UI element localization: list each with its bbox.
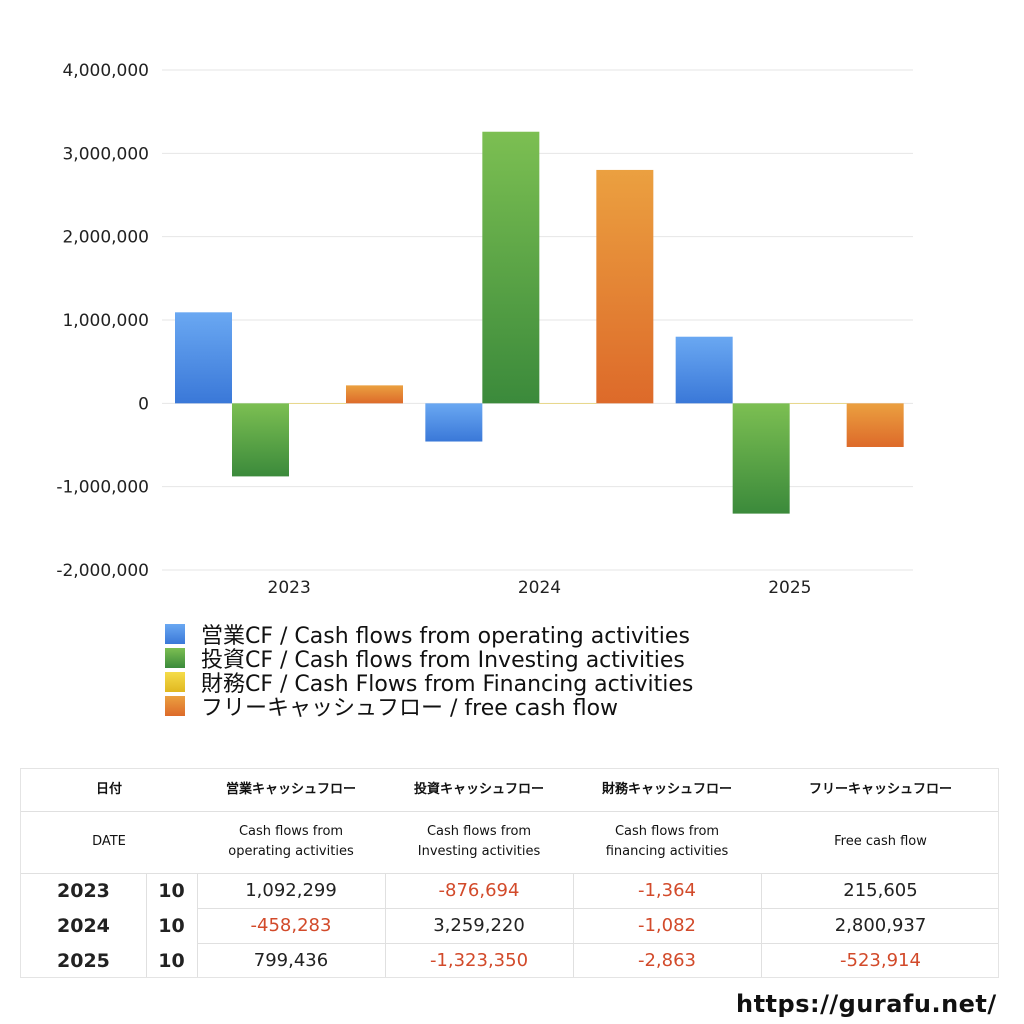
x-category-label: 2025 bbox=[768, 578, 811, 598]
table-divider bbox=[385, 873, 386, 977]
bar-series-1-2023 bbox=[232, 403, 289, 477]
header-investing-jp: 投資キャッシュフロー bbox=[413, 782, 544, 797]
table-cell-value: 2,800,937 bbox=[834, 915, 927, 936]
legend-label-free-cash-flow: フリーキャッシュフロー / free cash flow bbox=[201, 696, 619, 721]
legend-item-operating: 営業CF / Cash flows from operating activit… bbox=[165, 622, 693, 649]
table-cell-year: 2023 bbox=[57, 879, 110, 902]
y-tick-label: 3,000,000 bbox=[62, 144, 149, 164]
bar-series-0-2023 bbox=[175, 312, 232, 404]
bar-series-3-2023 bbox=[346, 385, 403, 404]
bar-series-1-2024 bbox=[482, 131, 540, 404]
table-divider bbox=[146, 873, 147, 977]
y-tick-label: 2,000,000 bbox=[62, 228, 149, 248]
table-cell-value: -523,914 bbox=[840, 950, 921, 971]
header-free-cash-flow-en: Free cash flow bbox=[834, 834, 927, 849]
legend-swatch-financing bbox=[165, 672, 185, 692]
table-divider bbox=[197, 873, 198, 977]
bar-series-2-2023 bbox=[289, 403, 346, 404]
legend-label-investing: 投資CF / Cash flows from Investing activit… bbox=[201, 648, 685, 673]
bar-series-0-2025 bbox=[675, 336, 733, 404]
y-tick-label: -1,000,000 bbox=[56, 478, 149, 498]
table-divider bbox=[197, 908, 998, 909]
table-divider bbox=[573, 873, 574, 977]
y-tick-label: 4,000,000 bbox=[62, 61, 149, 81]
bar-series-0-2024 bbox=[425, 403, 483, 442]
header-date-jp: 日付 bbox=[95, 782, 122, 797]
header-financing-jp: 財務キャッシュフロー bbox=[601, 782, 732, 797]
table-cell-value: -2,863 bbox=[637, 950, 697, 971]
legend-label-financing: 財務CF / Cash Flows from Financing activit… bbox=[201, 672, 694, 697]
bar-series-3-2025 bbox=[846, 403, 904, 447]
header-operating-en: Cash flows from operating activities bbox=[228, 824, 354, 859]
bar-series-2-2025 bbox=[789, 403, 847, 404]
table-cell-value: -1,364 bbox=[637, 880, 697, 901]
bar-series-3-2024 bbox=[596, 169, 654, 404]
table-cell-value: -458,283 bbox=[250, 915, 332, 936]
legend-item-free-cash-flow: フリーキャッシュフロー / free cash flow bbox=[165, 694, 693, 721]
y-tick-label: 0 bbox=[138, 394, 149, 414]
table-cell-value: -876,694 bbox=[438, 880, 520, 901]
y-tick-label: 1,000,000 bbox=[62, 311, 149, 331]
header-investing-en: Cash flows from Investing activities bbox=[417, 824, 541, 859]
header-operating-jp: 営業キャッシュフロー bbox=[225, 782, 356, 797]
legend-item-investing: 投資CF / Cash flows from Investing activit… bbox=[165, 646, 693, 673]
cash-flow-chart: 4,000,000 3,000,000 2,000,000 1,000,000 0 -1,… bbox=[56, 61, 913, 598]
header-date-en: DATE bbox=[92, 834, 126, 849]
legend-swatch-operating bbox=[165, 624, 185, 644]
table-cell-value: -1,082 bbox=[637, 915, 697, 936]
y-tick-label: -2,000,000 bbox=[56, 561, 149, 581]
watermark-url: https://gurafu.net/ bbox=[736, 990, 997, 1018]
legend-swatch-free-cash-flow bbox=[165, 696, 185, 716]
table-divider bbox=[21, 811, 998, 812]
table-cell-value: 3,259,220 bbox=[433, 915, 525, 936]
legend-label-operating: 営業CF / Cash flows from operating activit… bbox=[201, 624, 690, 649]
table-cell-value: 215,605 bbox=[843, 880, 918, 901]
header-financing-en: Cash flows from financing activities bbox=[605, 824, 729, 859]
legend-item-financing: 財務CF / Cash Flows from Financing activit… bbox=[165, 670, 693, 697]
table-cell-value: -1,323,350 bbox=[429, 950, 529, 971]
table-divider bbox=[21, 873, 998, 874]
bar-series-2-2024 bbox=[539, 403, 597, 404]
x-category-label: 2023 bbox=[268, 578, 311, 598]
table-cell-year: 2025 bbox=[57, 949, 110, 972]
table-cell-month: 10 bbox=[158, 949, 185, 972]
table-cell-month: 10 bbox=[158, 879, 185, 902]
table-cell-year: 2024 bbox=[57, 914, 110, 937]
table-cell-value: 1,092,299 bbox=[245, 880, 337, 901]
x-category-label: 2024 bbox=[518, 578, 561, 598]
header-free-cash-flow-jp: フリーキャッシュフロー bbox=[808, 782, 952, 797]
cash-flow-table: 日付 営業キャッシュフロー 投資キャッシュフロー 財務キャッシュフロー フリーキ… bbox=[20, 768, 999, 978]
legend-swatch-investing bbox=[165, 648, 185, 668]
table-divider bbox=[197, 943, 998, 944]
chart-legend: 営業CF / Cash flows from operating activit… bbox=[165, 622, 693, 721]
table-cell-month: 10 bbox=[158, 914, 185, 937]
bar-series-1-2025 bbox=[732, 403, 790, 514]
table-cell-value: 799,436 bbox=[253, 950, 329, 971]
table-divider bbox=[761, 873, 762, 977]
